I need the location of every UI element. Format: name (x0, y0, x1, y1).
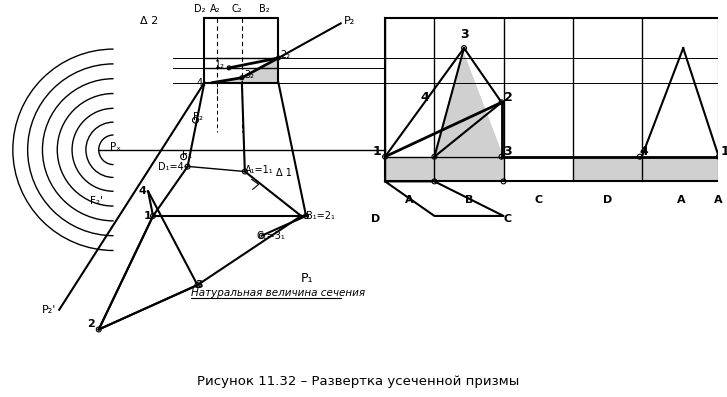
Text: Δ 2: Δ 2 (140, 16, 158, 27)
Text: C₁=3₁: C₁=3₁ (257, 231, 286, 241)
Text: F₂': F₂' (90, 196, 103, 206)
Text: D: D (603, 195, 612, 205)
Text: 1: 1 (720, 145, 727, 158)
Text: P₂: P₂ (344, 16, 355, 27)
Text: P₂': P₂' (42, 305, 56, 315)
Text: 4: 4 (138, 186, 146, 196)
Text: P₁: P₁ (301, 272, 313, 285)
Text: A₁=1₁: A₁=1₁ (245, 164, 273, 175)
Text: B₁=2₁: B₁=2₁ (306, 211, 335, 221)
Text: F₂: F₂ (193, 112, 203, 122)
Text: A: A (715, 195, 723, 205)
Text: 1: 1 (143, 211, 151, 221)
Text: 4: 4 (640, 145, 648, 158)
Polygon shape (642, 157, 719, 181)
Text: D₂: D₂ (193, 4, 205, 13)
Text: 3: 3 (459, 28, 468, 41)
Text: 2: 2 (504, 91, 513, 104)
Text: D₁=4₁: D₁=4₁ (158, 162, 188, 172)
Polygon shape (573, 157, 642, 181)
Text: 3: 3 (196, 280, 203, 290)
Text: 2: 2 (87, 320, 95, 330)
Text: Натуральная величина сечения: Натуральная величина сечения (190, 288, 365, 298)
Text: A: A (406, 195, 414, 205)
Text: F₁: F₁ (182, 150, 192, 160)
Text: 4₂: 4₂ (196, 78, 206, 88)
Text: 1: 1 (372, 145, 381, 158)
Text: Pₓ: Pₓ (110, 142, 121, 152)
Polygon shape (385, 157, 435, 181)
Text: D: D (371, 214, 380, 224)
Text: 3: 3 (504, 145, 512, 158)
Text: A: A (677, 195, 686, 205)
Text: A₂: A₂ (210, 4, 220, 13)
Text: Δ 1: Δ 1 (276, 168, 292, 179)
Polygon shape (435, 53, 504, 157)
Text: B: B (465, 195, 473, 205)
Text: Рисунок 11.32 – Развертка усеченной призмы: Рисунок 11.32 – Развертка усеченной приз… (197, 375, 520, 388)
Text: B₂: B₂ (260, 4, 270, 13)
Text: C₂: C₂ (232, 4, 242, 13)
Text: 4: 4 (421, 91, 430, 104)
Text: 2₂: 2₂ (281, 50, 291, 60)
Text: 3₂: 3₂ (244, 70, 254, 80)
Text: 1₂: 1₂ (215, 60, 225, 70)
Polygon shape (212, 58, 278, 83)
Text: C: C (504, 214, 512, 224)
Polygon shape (435, 157, 504, 181)
Text: C: C (534, 195, 542, 205)
